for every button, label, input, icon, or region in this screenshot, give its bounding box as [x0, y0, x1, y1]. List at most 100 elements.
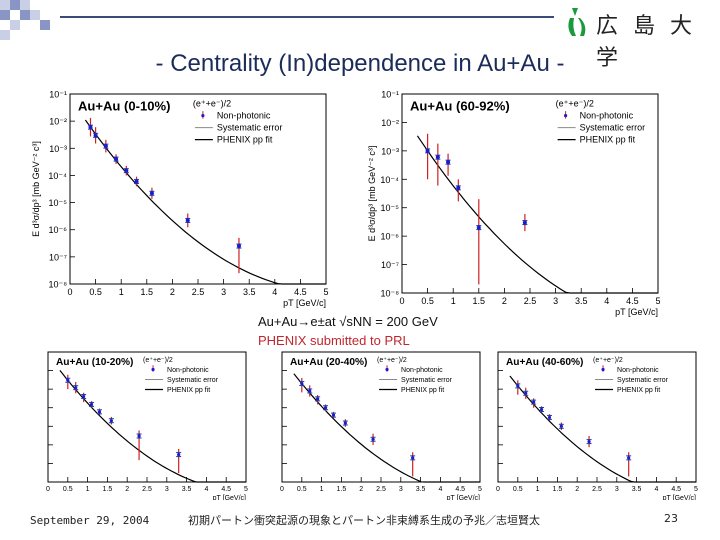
data-point	[524, 391, 528, 395]
chart-svg: 0 0.5 1 1.5 2 2.5 3 3.5 4 4.5 5 pT [GeV/c] Au+Au (20…	[280, 351, 482, 500]
chart-title: Au+Au (40-60%)	[506, 357, 583, 368]
legend-header: (e⁺+e⁻)/2	[377, 357, 407, 364]
data-point	[532, 400, 536, 404]
x-tick-label: 5	[694, 486, 698, 493]
legend-label: Non-photonic	[617, 367, 659, 374]
x-tick-label: 2.5	[524, 296, 537, 306]
data-point	[446, 160, 451, 165]
data-point	[82, 394, 86, 399]
caption-line1: Au+Au→e±at √sNN = 200 GeV	[258, 314, 438, 329]
plot-au-au-20-40: 0 0.5 1 1.5 2 2.5 3 3.5 4 4.5 5 pT [GeV/c] Au+Au (20…	[262, 348, 484, 500]
y-tick-label: 10⁻³	[49, 144, 67, 154]
legend-label: Systematic error	[401, 377, 453, 384]
data-point	[456, 185, 461, 190]
x-tick-label: 4	[438, 486, 442, 493]
x-tick-label: 3.5	[575, 296, 588, 306]
y-tick-label: 10⁻¹	[381, 90, 399, 100]
data-point	[627, 456, 631, 460]
legend-header: (e⁺+e⁻)/2	[143, 357, 173, 364]
x-axis-label: pT [GeV/c]	[283, 298, 326, 308]
data-point	[323, 406, 328, 410]
x-tick-label: 1.5	[553, 486, 563, 493]
x-tick-label: 0.5	[63, 486, 73, 493]
x-tick-label: 1	[119, 287, 124, 297]
chart-svg: 0 0.5 1 1.5 2 2.5 3 3.5 4 4.5 5 10⁻⁸ 10⁻⁷ 10⁻⁶ 10⁻⁵ 10⁻…	[367, 90, 661, 318]
x-tick-label: 3	[615, 486, 619, 493]
plot-au-au-0-10: 0 0.5 1 1.5 2 2.5 3 3.5 4 4.5 5 10⁻⁸ 10⁻⁷ 10⁻⁶ 10⁻⁵ 10⁻…	[30, 88, 330, 310]
data-point	[236, 244, 241, 249]
data-point	[371, 437, 375, 441]
legend-swatch	[151, 367, 155, 372]
x-tick-label: 4.5	[626, 296, 639, 306]
x-axis-label: pT [GeV/c]	[213, 495, 246, 500]
x-tick-label: 2.5	[142, 486, 152, 493]
data-point	[185, 218, 190, 223]
x-tick-label: 5	[244, 486, 248, 493]
data-point	[522, 220, 527, 225]
pp-fit-curve	[84, 119, 326, 285]
legend-label: Non-photonic	[401, 367, 443, 374]
legend-header: (e⁺+e⁻)/2	[193, 99, 231, 109]
data-point	[316, 397, 320, 401]
hiroshima-university-leaf-icon	[568, 8, 586, 36]
legend-header: (e⁺+e⁻)/2	[556, 99, 594, 109]
data-point	[114, 157, 119, 162]
x-tick-label: 2	[125, 486, 129, 493]
data-point	[331, 413, 336, 417]
footer-date: September 29, 2004	[30, 514, 150, 527]
legend-label: Systematic error	[167, 377, 219, 384]
x-tick-label: 0.5	[297, 486, 307, 493]
y-tick-label: 10⁻⁷	[49, 252, 67, 262]
y-tick-label: 10⁻⁷	[381, 260, 399, 270]
y-axis-label: E d³σ/dp³ [mb GeV⁻² c³]	[367, 146, 377, 242]
pp-fit-curve	[416, 135, 658, 294]
corner-decoration	[0, 0, 60, 50]
x-axis-label: pT [GeV/c]	[615, 307, 658, 317]
x-tick-label: 2	[575, 486, 579, 493]
data-point	[516, 384, 520, 388]
data-point	[547, 415, 552, 420]
data-point	[411, 456, 415, 460]
x-tick-label: 3.5	[632, 486, 642, 493]
chart-title: Au+Au (0-10%)	[78, 98, 170, 113]
y-tick-label: 10⁻²	[381, 118, 399, 128]
pp-fit-curve	[509, 375, 696, 483]
legend-label: PHENIX pp fit	[401, 387, 444, 394]
x-tick-label: 2.5	[592, 486, 602, 493]
plot-frame	[47, 351, 247, 483]
x-tick-label: 4	[204, 486, 208, 493]
legend-label: Non-photonic	[217, 111, 271, 121]
data-point	[177, 452, 181, 457]
data-point	[587, 439, 591, 444]
data-point	[103, 144, 108, 149]
chart-title: Au+Au (60-92%)	[410, 98, 510, 113]
y-tick-label: 10⁻⁸	[380, 289, 399, 299]
data-point	[134, 179, 139, 184]
x-tick-label: 0.5	[89, 287, 102, 297]
x-tick-label: 0.5	[513, 486, 523, 493]
chart-svg: 0 0.5 1 1.5 2 2.5 3 3.5 4 4.5 5 10⁻⁸ 10⁻⁷ 10⁻⁶ 10⁻⁵ 10⁻…	[31, 90, 329, 309]
x-tick-label: 4	[272, 287, 277, 297]
legend-label: PHENIX pp fit	[580, 135, 636, 145]
legend-swatch	[601, 367, 605, 372]
y-tick-label: 10⁻³	[381, 146, 399, 156]
x-tick-label: 2.5	[376, 486, 386, 493]
data-point	[435, 155, 440, 160]
caption-line2: PHENIX submitted to PRL	[258, 333, 410, 348]
x-tick-label: 2	[359, 486, 363, 493]
chart-title: Au+Au (10-20%)	[56, 357, 133, 368]
x-tick-label: 0	[496, 486, 500, 493]
x-axis-label: pT [GeV/c]	[663, 495, 696, 500]
x-tick-label: 0	[399, 296, 404, 306]
footer-title: 初期パートン衝突起源の現象とパートン非束縛系生成の予兆／志垣賢太	[188, 514, 540, 527]
header-rule	[60, 16, 554, 18]
legend-label: Systematic error	[617, 377, 669, 384]
x-axis-label: pT [GeV/c]	[447, 495, 480, 500]
y-axis-label: E d³σ/dp³ [mb GeV⁻² c³]	[31, 141, 41, 237]
plot-frame	[69, 93, 327, 285]
y-tick-label: 10⁻⁸	[48, 280, 67, 290]
data-point	[97, 410, 102, 414]
x-tick-label: 3.5	[243, 287, 256, 297]
x-tick-label: 4.5	[455, 486, 465, 493]
legend-label: Systematic error	[217, 123, 283, 133]
